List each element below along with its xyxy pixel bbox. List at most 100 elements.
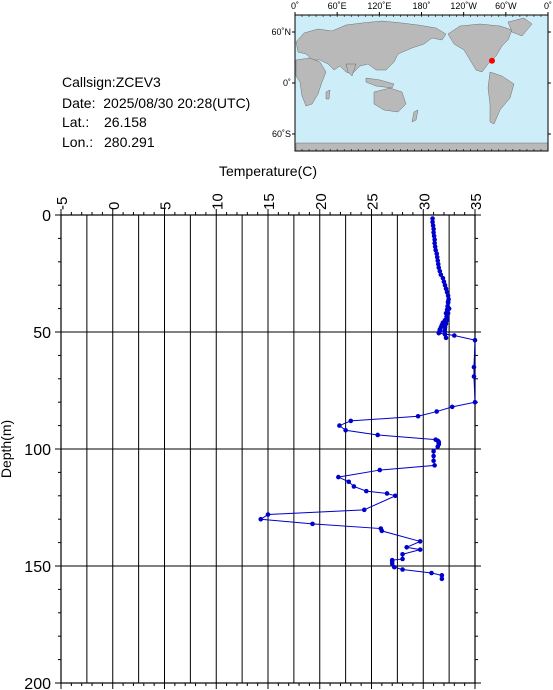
- plot-frame: [60, 214, 476, 684]
- nz-landmass: [411, 109, 419, 123]
- station-marker: [488, 57, 495, 64]
- x-tick-label: 5: [158, 202, 175, 210]
- profile-point: [430, 219, 435, 225]
- y-tick-label: 200: [24, 676, 51, 690]
- profile-point: [351, 484, 357, 489]
- lon-line: Lon.: 280.291: [62, 134, 155, 150]
- y-tick-label: 100: [24, 442, 51, 459]
- profile-point: [436, 330, 442, 336]
- profile-point: [404, 544, 409, 550]
- y-tick-label: 0: [42, 208, 51, 225]
- map-lon-tick-label: 60˚W: [495, 1, 517, 11]
- profile-point: [445, 293, 451, 299]
- x-tick-labels: -5 0 5 10 15 20 25 30 35: [54, 193, 485, 210]
- x-tick-label: 15: [261, 193, 278, 210]
- profile-point: [258, 516, 264, 522]
- sea-islands-landmass: [365, 77, 395, 89]
- profile-point: [472, 399, 478, 405]
- profile-point: [443, 286, 449, 292]
- greenland-landmass: [507, 17, 533, 37]
- profile-point: [417, 547, 423, 552]
- madagascar-landmass: [325, 89, 331, 100]
- profile-point: [442, 282, 448, 288]
- profile-point: [471, 374, 477, 379]
- y-axis-label: Depth(m): [0, 420, 14, 478]
- x-tick-label: 30: [416, 193, 433, 210]
- profile-point: [441, 279, 447, 284]
- callsign-label: Callsign:: [62, 74, 116, 90]
- map-lon-tick-label: 0˚: [544, 1, 552, 11]
- profile-point: [452, 333, 457, 338]
- x-axis-label: Temperature(C): [219, 163, 317, 179]
- profile-point: [400, 552, 405, 557]
- profile-point: [431, 453, 436, 459]
- map-lat-tick-label: 0˚: [283, 78, 291, 88]
- south-america-landmass: [487, 71, 515, 125]
- map-lon-tick-label: 120˚W: [450, 1, 477, 11]
- profile-point: [444, 289, 450, 295]
- profile-point: [471, 364, 477, 370]
- profile-point: [431, 458, 436, 464]
- profile-point: [417, 539, 423, 544]
- y-tick-labels: 0 50 100 150 200: [24, 208, 51, 690]
- profile-point: [310, 521, 315, 527]
- date-label: Date:: [62, 95, 96, 111]
- profile-point: [375, 432, 381, 438]
- north-america-landmass: [447, 23, 513, 73]
- profile-point: [430, 216, 435, 221]
- profile-point: [415, 413, 421, 419]
- australia-landmass: [373, 87, 407, 113]
- profile-point: [432, 463, 437, 468]
- profile-point: [364, 488, 369, 494]
- profile-point: [431, 449, 436, 454]
- profile-point: [442, 332, 448, 337]
- date-line: Date: 2025/08/30 20:28(UTC): [62, 95, 250, 111]
- map-lon-tick-label: 180˚: [412, 1, 430, 11]
- profile-point: [436, 265, 442, 270]
- profile-point: [337, 423, 342, 428]
- lat-value: 26.158: [104, 114, 147, 130]
- profile-point: [437, 268, 443, 274]
- profile-point: [400, 567, 405, 572]
- africa-landmass: [295, 57, 327, 107]
- x-tick-label: -5: [54, 197, 71, 210]
- profile-point: [431, 226, 436, 232]
- profile-point: [400, 556, 405, 562]
- map-lat-tick-label: 60˚N: [271, 27, 291, 37]
- profile-point: [440, 275, 446, 281]
- profile-point: [361, 507, 367, 513]
- profile-point: [432, 237, 437, 242]
- profile-point: [434, 409, 440, 414]
- profile-point: [435, 258, 441, 263]
- y-tick-label: 150: [24, 559, 51, 576]
- lat-label: Lat.:: [62, 114, 90, 130]
- callsign-value: ZCEV3: [115, 74, 161, 90]
- x-tick-label: 0: [106, 202, 123, 210]
- profile-point: [343, 427, 348, 433]
- profile-point: [446, 306, 452, 311]
- world-map: 0˚ 60˚E 120˚E 180˚ 120˚W 60˚W 0˚ 60˚N 0˚ 60˚S: [271, 1, 552, 152]
- profile-point: [384, 491, 390, 496]
- profile-point: [434, 254, 440, 260]
- map-ticks: 0˚ 60˚E 120˚E 180˚ 120˚W 60˚W 0˚ 60˚N 0˚ 60˚S: [271, 1, 552, 151]
- map-lon-tick-label: 60˚E: [328, 1, 347, 11]
- profile-point: [433, 247, 438, 253]
- antarctica-landmass: [295, 142, 549, 152]
- profile-point: [435, 261, 441, 267]
- profile-line: [259, 218, 476, 579]
- profile-point: [430, 223, 436, 228]
- x-tick-label: 10: [209, 193, 226, 210]
- lon-label: Lon.:: [62, 134, 94, 150]
- profile-point: [439, 573, 445, 578]
- map-lon-tick-label: 0˚: [291, 1, 299, 11]
- profile-point: [438, 272, 444, 277]
- map-lat-tick-label: 60˚S: [272, 129, 291, 139]
- profile-point: [379, 528, 385, 534]
- profile-point: [445, 310, 451, 316]
- profile-point: [377, 467, 383, 473]
- profile-point: [434, 251, 440, 256]
- x-tick-label: 25: [365, 193, 382, 210]
- x-tick-label: 20: [313, 193, 330, 210]
- profile-point: [265, 512, 271, 517]
- profile-point: [435, 444, 441, 449]
